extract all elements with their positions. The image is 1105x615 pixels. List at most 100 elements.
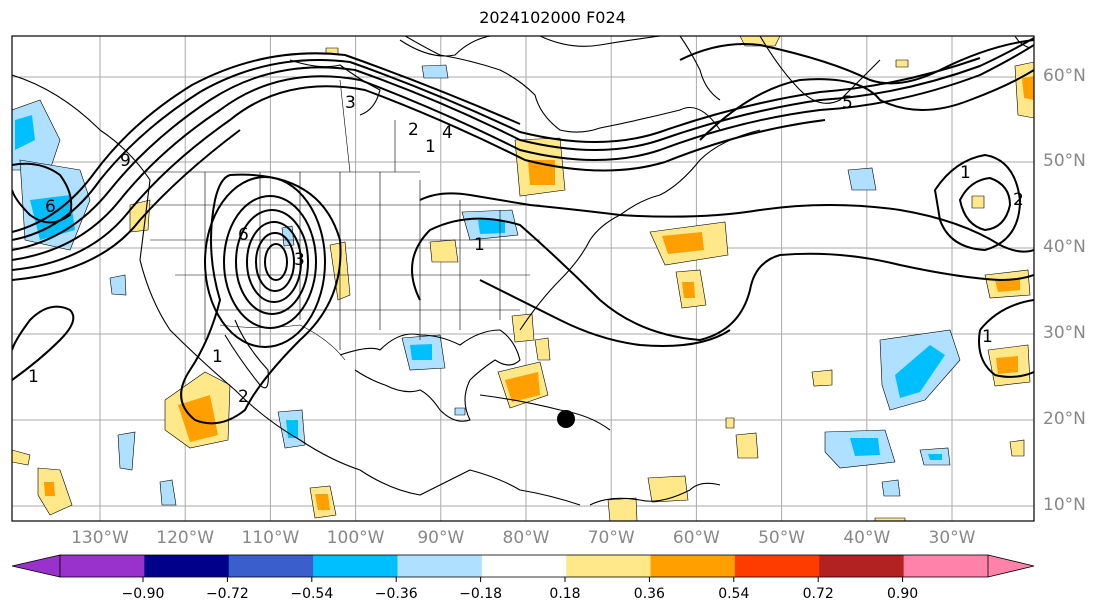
longitude-label: 60°W [672,528,720,548]
negative-anomaly-patch [850,438,880,456]
contour-label: 6 [45,197,56,217]
latitude-label: 30°N [1043,323,1086,343]
contour-label: 1 [425,137,436,157]
positive-anomaly-patch [178,395,218,442]
negative-anomaly-patch [117,431,136,471]
positive-anomaly-patch [607,497,638,521]
colorbar-segment [903,555,989,577]
colorbar [11,554,1035,582]
negative-anomaly-patch [895,345,945,398]
colorbar-tick-label: 0.90 [887,586,919,602]
positive-anomaly-patch [1022,76,1034,100]
colorbar-segment [650,555,736,577]
longitude-label: 70°W [587,528,635,548]
colorbar-segment [566,555,652,577]
contour-label: 3 [294,250,305,270]
colorbar-frame [59,554,989,578]
colorbar-tick-label: −0.72 [205,586,249,602]
latitude-label: 60°N [1043,66,1086,86]
longitude-label: 100°W [326,528,385,548]
longitude-label: 120°W [156,528,215,548]
contour-label: 2 [238,387,249,407]
contour-lines [12,37,1034,425]
positive-anomaly-patch [37,467,73,516]
colorbar-tick-label: −0.90 [121,586,165,602]
contour-label-group: 5 4 3 2 1 1 3 1 2 6 9 1 2 1 1 6 [28,93,1024,407]
colorbar-tick-label: 0.54 [718,586,750,602]
colorbar-tick-label: −0.36 [374,586,418,602]
positive-anomaly-patch [725,417,735,429]
colorbar-tick-label: −0.18 [459,586,503,602]
colorbar-tick-label: 0.36 [633,586,665,602]
colorbar-segment [228,555,314,577]
colorbar-segment [144,555,230,577]
longitude-label: 30°W [928,528,976,548]
colorbar-tick-label: 0.18 [549,586,581,602]
positive-anomaly-patch [429,239,459,263]
map-frame [11,35,1035,522]
positive-anomaly-patch [971,195,985,209]
colorbar-segment [819,555,905,577]
positive-anomaly-patch [995,278,1020,292]
positive-anomaly-patch [315,494,330,510]
positive-anomaly-patch [505,372,540,402]
longitude-label: 90°W [417,528,465,548]
contour-label: 5 [842,93,853,113]
negative-anomaly-patch [109,274,127,296]
positive-anomaly-patch [44,482,55,496]
colorbar-segment [397,555,483,577]
map-title: 2024102000 F024 [479,8,626,27]
latitude-label: 20°N [1043,409,1086,429]
colorbar-extend-low [11,554,61,578]
colorbar-tick-label: 0.72 [802,586,834,602]
positive-anomaly-patch [511,313,535,343]
contour-label: 1 [982,327,993,347]
contour-label: 3 [345,93,356,113]
contour-label: 9 [120,151,131,171]
positive-anomaly-patch [534,337,551,361]
contour-label: 1 [960,163,971,183]
positive-anomaly-patch [874,517,906,521]
contour-label: 1 [28,367,39,387]
latitude-label: 40°N [1043,237,1086,257]
negative-anomaly-patch [881,479,901,497]
colorbar-segment [60,555,145,577]
positive-anomaly-patch [996,356,1018,374]
contour-label: 1 [212,347,223,367]
negative-anomaly-patch [928,454,942,460]
political-borders [145,79,540,361]
colorbar-extend-high [987,554,1035,578]
positive-anomaly-patch [811,369,833,387]
colorbar-segment [313,555,398,577]
contour-label: 2 [408,120,419,140]
contour-label: 6 [238,225,249,245]
colorbar-tick-label: −0.54 [290,586,334,602]
negative-anomaly-patch [454,407,466,416]
storm-center-marker [557,410,575,428]
positive-anomaly-patch [682,282,695,298]
negative-anomaly-patch [410,344,432,360]
negative-anomaly-patch [847,167,877,191]
shaded-fields [12,36,1034,521]
positive-anomaly-patch [662,232,704,254]
longitude-label: 110°W [241,528,300,548]
positive-anomaly-patch [647,475,689,503]
longitude-label: 130°W [71,528,129,548]
longitude-label: 40°W [843,528,891,548]
latitude-label: 10°N [1043,495,1086,515]
contour-label: 2 [1013,190,1024,210]
negative-anomaly-patch [421,64,449,79]
longitude-label: 50°W [758,528,806,548]
positive-anomaly-patch [735,432,759,459]
contour-label: 4 [442,123,453,143]
longitude-label: 80°W [502,528,550,548]
negative-anomaly-patch [15,115,35,150]
contour-label: 1 [474,235,485,255]
positive-anomaly-patch [12,449,31,466]
negative-anomaly-patch [478,220,505,234]
colorbar-segment [734,555,820,577]
colorbar-segment [481,555,567,577]
positive-anomaly-patch [528,160,555,185]
negative-anomaly-patch [159,479,177,506]
